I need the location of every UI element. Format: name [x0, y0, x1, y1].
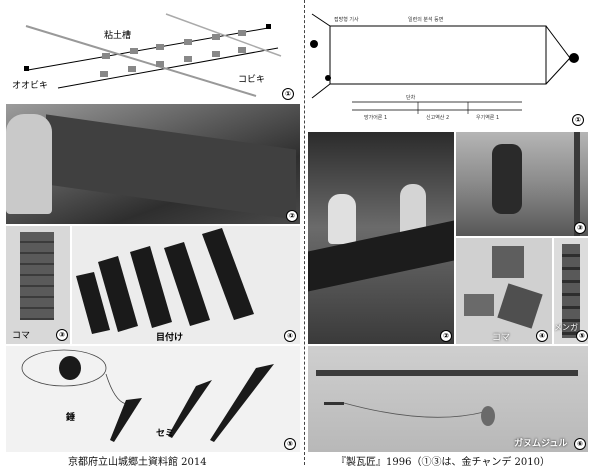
right-photo-worker-detail: ③ [456, 132, 588, 236]
right-photo-menga: メンガ ⑤ [554, 238, 588, 344]
left-diagram-panel: 粘土槽 オオビキ コビキ ① [6, 6, 298, 102]
center-divider [304, 0, 305, 465]
panel-number: ③ [56, 329, 68, 341]
frame-diagram [310, 13, 579, 114]
panel-number: ⑥ [574, 438, 586, 450]
koma-label: コマ [12, 331, 31, 341]
right-photo-ganumjul: ガヌムジュル ⑥ [308, 346, 588, 452]
post [574, 132, 580, 236]
diagram-label: 망가어론 1 [364, 115, 388, 121]
left-photo-koma: コマ ③ [6, 226, 70, 344]
koma-block [492, 246, 524, 278]
diagram-label: 일련의 분석 등면 [408, 17, 444, 23]
right-photo-workers: ② [308, 132, 454, 344]
koma-label: コマ [492, 333, 511, 343]
panel-number: ⑤ [284, 438, 296, 450]
panel-number: ① [572, 114, 584, 126]
string-and-weight [324, 402, 495, 426]
wooden-bar [316, 370, 578, 376]
koma-block [20, 232, 54, 320]
right-photo-koma: コマ ④ [456, 238, 552, 344]
panel-number: ③ [574, 222, 586, 234]
semi-label: セミ [156, 429, 175, 439]
diagram-label: 단차 [406, 95, 416, 101]
ganumjul-label: ガヌムジュル [514, 439, 568, 449]
menga-tool [562, 244, 580, 338]
diagram-label: 신고역산 2 [426, 115, 450, 121]
right-caption: 『製瓦匠』1996（①③は、金チャンデ 2010） [336, 457, 550, 468]
clay-trough-label: 粘土槽 [104, 31, 132, 41]
panel-number: ② [286, 210, 298, 222]
worker-figure [6, 114, 52, 214]
menga-label: メンガ [554, 323, 578, 332]
diagram-label: 접방형 기사 [334, 17, 359, 23]
left-photo-clay-work: ② [6, 104, 300, 224]
oobiki-label: オオビキ [12, 81, 49, 91]
left-photo-metsuke: 目付け ④ [72, 226, 300, 344]
weight-label: 錘 [66, 413, 76, 423]
panel-number: ④ [284, 330, 296, 342]
clay-trough-diagram [24, 13, 282, 97]
panel-number: ⑤ [576, 330, 588, 342]
koma-block [464, 294, 494, 316]
worker-figure [328, 194, 356, 244]
panel-number: ② [440, 330, 452, 342]
metsuke-label: 目付け [156, 333, 184, 343]
left-caption: 京都府立山城郷土資料館 2014 [68, 457, 207, 468]
diagram-label: 우기역론 1 [476, 115, 500, 121]
panel-number: ① [282, 88, 294, 100]
koma-block [497, 283, 543, 329]
metsuke-tools-drawing [76, 228, 254, 334]
panel-number: ④ [536, 330, 548, 342]
kobiki-label: コビキ [238, 75, 266, 85]
clay-slab [46, 114, 296, 220]
right-diagram-panel: 접방형 기사 일련의 분석 등면 단차 망가어론 1 신고역산 2 우기역론 1… [308, 6, 588, 130]
worker-figure [492, 144, 522, 214]
left-photo-tools: 錘 セミ ⑤ [6, 346, 300, 452]
weight-and-semi-drawing [21, 349, 274, 442]
